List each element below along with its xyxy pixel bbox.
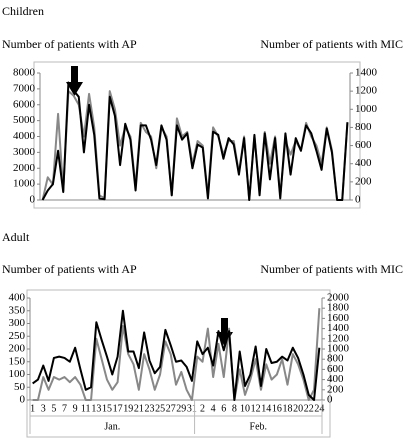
y-tick-label: 350: [9, 304, 26, 316]
x-tick-label: 22: [304, 403, 314, 414]
y2-tick-label: 800: [355, 121, 372, 133]
y-tick-label: 1000: [13, 178, 36, 190]
y2-tick-label: 600: [355, 139, 372, 151]
x-tick-label: 8: [232, 403, 237, 414]
x-tick-label: 12: [251, 403, 261, 414]
x-tick-label: 15: [102, 403, 112, 414]
y2-tick-label: 600: [327, 363, 344, 375]
x-tick-label: 2: [200, 403, 205, 414]
y-tick-label: 300: [9, 317, 26, 329]
x-tick-label: 5: [51, 403, 56, 414]
x-tick-label: 6: [221, 403, 226, 414]
x-tick-label: 20: [293, 403, 303, 414]
x-tick-label: 19: [123, 403, 133, 414]
y-tick-label: 5000: [13, 114, 36, 126]
x-tick-label: 7: [62, 403, 67, 414]
y2-tick-label: 1200: [327, 332, 350, 344]
x-tick-label: 14: [261, 403, 271, 414]
y-axis-title: Number of patients with AP: [2, 37, 137, 51]
y2-tick-label: 1800: [327, 302, 350, 314]
y-tick-label: 400: [9, 292, 26, 304]
y2-tick-label: 1400: [355, 67, 378, 79]
y-tick-label: 2000: [13, 162, 36, 174]
chart-frame: [26, 289, 331, 438]
y2-tick-label: 200: [327, 383, 344, 395]
y2-axis-title: Number of patients with MIC: [260, 262, 403, 276]
y2-tick-label: 1400: [327, 322, 350, 334]
y-tick-label: 6000: [13, 98, 36, 110]
chart-frame: [33, 61, 361, 209]
y-tick-label: 8000: [13, 67, 36, 79]
y-tick-label: 150: [9, 355, 26, 367]
y-tick-label: 250: [9, 330, 26, 342]
x-tick-label: 21: [134, 403, 144, 414]
x-tick-label: 24: [314, 403, 324, 414]
x-tick-label: 9: [73, 403, 78, 414]
y2-axis-title: Number of patients with MIC: [260, 37, 403, 51]
x-tick-label: 27: [166, 403, 176, 414]
data-line: [32, 308, 321, 401]
x-tick-label: 10: [240, 403, 250, 414]
y-tick-label: 0: [20, 394, 26, 406]
y2-tick-label: 1000: [327, 343, 350, 355]
x-tick-label: 31: [187, 403, 197, 414]
x-tick-label: 17: [113, 403, 123, 414]
group-label: Jan.: [104, 421, 120, 432]
y-tick-label: 50: [14, 381, 26, 393]
x-tick-label: 11: [81, 403, 91, 414]
y-tick-label: 200: [9, 343, 26, 355]
x-tick-label: 4: [211, 403, 216, 414]
data-line: [41, 81, 349, 201]
y2-tick-label: 0: [355, 194, 361, 206]
y2-tick-label: 400: [327, 373, 344, 385]
x-tick-label: 13: [91, 403, 101, 414]
y2-tick-label: 800: [327, 353, 344, 365]
chart-title: Children: [2, 4, 44, 18]
x-tick-label: 18: [282, 403, 292, 414]
x-tick-label: 16: [272, 403, 282, 414]
x-tick-label: 29: [176, 403, 186, 414]
y-tick-label: 100: [9, 368, 26, 380]
chart-title: Adult: [2, 230, 30, 244]
group-label: Feb.: [250, 421, 268, 432]
y2-tick-label: 200: [355, 175, 372, 187]
y-axis-title: Number of patients with AP: [2, 262, 137, 276]
y2-tick-label: 400: [355, 157, 372, 169]
y-tick-label: 0: [30, 194, 36, 206]
y2-tick-label: 1600: [327, 312, 350, 324]
data-line: [32, 309, 321, 401]
x-tick-label: 25: [155, 403, 165, 414]
x-tick-label: 1: [30, 403, 35, 414]
y2-tick-label: 1000: [355, 103, 378, 115]
y-tick-label: 3000: [13, 146, 36, 158]
y-tick-label: 4000: [13, 130, 36, 142]
y2-tick-label: 0: [327, 394, 333, 406]
y2-tick-label: 1200: [355, 85, 378, 97]
y2-tick-label: 2000: [327, 292, 350, 304]
x-tick-label: 23: [144, 403, 154, 414]
x-tick-label: 3: [41, 403, 46, 414]
y-tick-label: 7000: [13, 82, 36, 94]
